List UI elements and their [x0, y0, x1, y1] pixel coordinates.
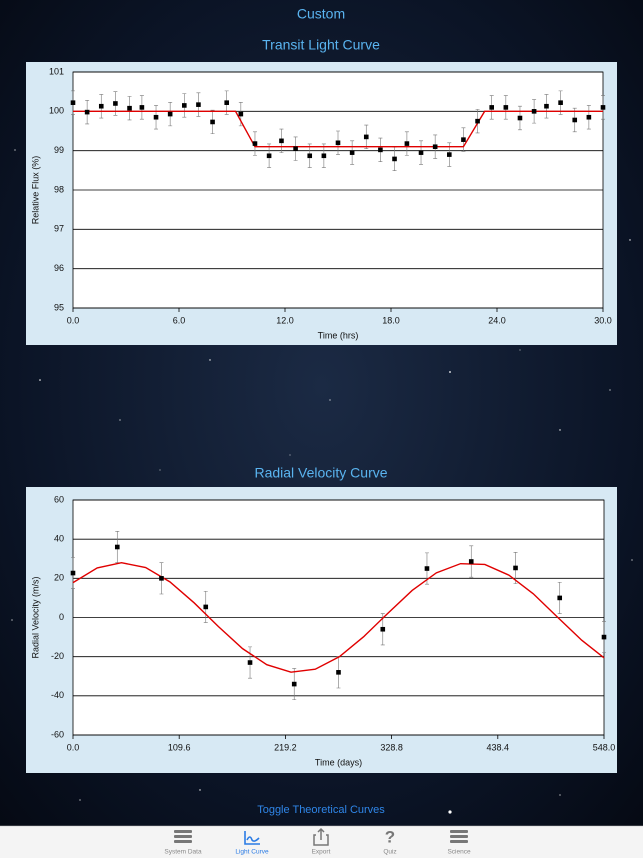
x-tick-label: 6.0	[173, 315, 186, 325]
y-tick-label: -60	[51, 729, 64, 739]
data-point	[558, 100, 563, 105]
y-tick-label: 100	[49, 106, 64, 116]
data-point	[291, 681, 297, 687]
data-point	[153, 114, 159, 120]
x-axis-label: Time (days)	[315, 757, 362, 767]
data-point	[336, 670, 341, 675]
data-point	[159, 576, 164, 581]
data-point	[84, 109, 90, 115]
y-tick-label: -40	[51, 690, 64, 700]
data-point	[238, 111, 244, 117]
x-tick-label: 30.0	[594, 315, 612, 325]
tab-icons: ?	[174, 827, 468, 846]
data-point	[432, 144, 438, 150]
data-point	[513, 565, 518, 571]
data-point	[601, 634, 607, 640]
data-point	[418, 150, 424, 155]
data-point	[210, 119, 215, 125]
data-point	[424, 566, 430, 571]
y-tick-label: 101	[49, 66, 64, 76]
y-tick-label: 99	[54, 145, 64, 155]
stars	[11, 149, 633, 814]
tab-label[interactable]: Export	[312, 849, 331, 856]
data-point	[113, 101, 118, 106]
x-tick-label: 548.0	[593, 742, 616, 752]
y-axis-label: Radial Velocity (m/s)	[30, 576, 40, 658]
x-tick-label: 328.8	[380, 742, 403, 752]
data-point	[196, 102, 201, 107]
data-point	[517, 115, 523, 121]
data-point	[70, 570, 76, 576]
data-point	[489, 105, 494, 110]
x-tick-label: 109.6	[168, 742, 191, 752]
theoretical-curve	[73, 110, 603, 148]
y-tick-label: 0	[59, 612, 64, 622]
data-point	[335, 140, 341, 146]
x-tick-label: 18.0	[382, 315, 400, 325]
y-tick-label: 40	[54, 534, 64, 544]
data-point	[586, 114, 592, 120]
x-tick-label: 0.0	[67, 315, 80, 325]
data-point	[404, 141, 410, 146]
data-point	[392, 156, 397, 162]
data-point	[224, 100, 229, 105]
data-point	[503, 105, 509, 110]
plot-border	[72, 499, 605, 736]
data-point	[600, 105, 606, 110]
plot-border	[72, 71, 604, 309]
data-point	[557, 595, 563, 601]
x-tick-label: 0.0	[67, 742, 80, 752]
data-point	[349, 150, 355, 155]
data-point	[475, 118, 480, 124]
data-point	[572, 117, 578, 123]
data-point	[447, 152, 452, 157]
data-point	[252, 141, 258, 146]
toggle-button[interactable]: Toggle Theoretical Curves	[257, 804, 385, 816]
data-point	[279, 138, 284, 144]
svg-text:?: ?	[385, 827, 395, 846]
data-point	[380, 626, 386, 632]
data-point	[114, 544, 120, 550]
data-point	[167, 111, 173, 117]
x-tick-label: 24.0	[488, 315, 506, 325]
y-tick-label: 98	[54, 184, 64, 194]
y-tick-label: 20	[54, 573, 64, 583]
tab-label[interactable]: System Data	[164, 849, 202, 856]
data-point	[378, 147, 383, 153]
data-point	[127, 105, 132, 111]
data-point	[461, 137, 466, 142]
data-point	[266, 153, 272, 159]
data-point	[247, 660, 253, 665]
x-tick-label: 438.4	[487, 742, 510, 752]
data-point	[321, 153, 327, 159]
y-tick-label: 96	[54, 263, 64, 273]
data-point	[544, 103, 549, 109]
tab-label[interactable]: Light Curve	[235, 849, 269, 856]
y-tick-label: -20	[51, 651, 64, 661]
y-tick-label: 97	[54, 224, 64, 234]
tab-label[interactable]: Science	[447, 849, 471, 856]
y-tick-label: 60	[54, 494, 64, 504]
x-tick-label: 12.0	[276, 315, 294, 325]
data-point	[363, 134, 369, 140]
screen-title: Custom	[297, 6, 345, 22]
data-point	[531, 109, 537, 114]
tab-label[interactable]: Quiz	[383, 849, 396, 856]
chart-title: Transit Light Curve	[262, 37, 380, 53]
data-point	[203, 604, 209, 610]
x-tick-label: 219.2	[274, 742, 297, 752]
data-point	[98, 103, 104, 109]
data-point	[70, 100, 76, 105]
chart-title: Radial Velocity Curve	[254, 465, 387, 481]
data-point	[182, 103, 187, 108]
y-axis-label: Relative Flux (%)	[30, 156, 40, 225]
data-point	[139, 105, 145, 110]
x-axis-label: Time (hrs)	[318, 330, 359, 340]
y-tick-label: 95	[54, 302, 64, 312]
data-point	[468, 559, 474, 564]
data-point	[293, 146, 298, 151]
data-point	[307, 153, 313, 159]
